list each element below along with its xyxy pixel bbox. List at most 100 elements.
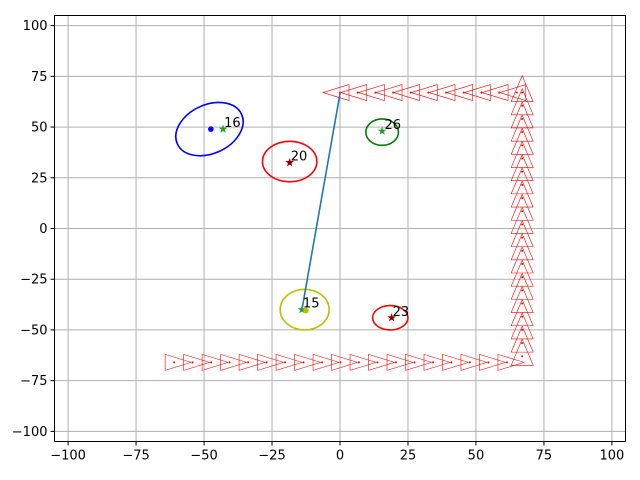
y-tick-label-3: −25 [20, 273, 47, 288]
y-tick-label-0: −100 [12, 425, 48, 440]
triangle-marker-12 [183, 353, 211, 371]
triangle-marker-10 [498, 84, 527, 101]
triangle-marker-5 [410, 84, 438, 101]
triangle-center-28 [487, 361, 490, 364]
point-dot-5 [303, 307, 309, 314]
triangle-marker-4 [392, 84, 420, 101]
y-tick-label-5: 25 [31, 171, 48, 186]
ellipse-20 [261, 140, 318, 183]
triangle-marker-49 [510, 325, 534, 353]
triangle-center-42 [521, 249, 524, 252]
triangle-center-37 [521, 183, 524, 186]
triangle-center-39 [521, 210, 524, 213]
triangle-marker-27 [460, 353, 488, 371]
point-dot-0 [208, 126, 214, 132]
triangle-marker-9 [481, 84, 509, 101]
triangle-center-11 [173, 361, 176, 364]
triangle-center-17 [284, 361, 287, 364]
x-tick-label-5: 25 [400, 449, 417, 464]
triangle-marker-18 [294, 353, 322, 371]
triangle-center-47 [521, 315, 524, 318]
triangle-center-46 [521, 302, 524, 305]
triangle-center-41 [521, 236, 524, 239]
x-tick-label-4: 0 [336, 449, 344, 464]
x-tick-label-6: 50 [468, 449, 485, 464]
triangle-marker-1 [339, 84, 367, 101]
triangle-center-45 [521, 289, 524, 292]
trajectory-line [301, 93, 341, 310]
y-tick-label-2: −50 [20, 323, 47, 338]
triangle-center-38 [521, 197, 524, 200]
triangle-center-19 [321, 361, 324, 364]
point-star-1 [218, 124, 228, 133]
triangle-center-12 [191, 361, 194, 364]
ellipse-26 [365, 118, 400, 147]
annotation-label-26: 26 [385, 118, 402, 133]
triangle-center-31 [521, 104, 524, 107]
annotation-label-23: 23 [393, 305, 410, 320]
point-star-2 [285, 158, 294, 167]
triangle-center-34 [521, 144, 524, 147]
point-star-6 [387, 313, 396, 322]
triangle-marker-6 [428, 84, 456, 101]
triangle-center-44 [521, 276, 524, 279]
grid-lines [54, 15, 626, 442]
triangle-center-14 [228, 361, 231, 364]
annotation-label-15: 15 [303, 297, 320, 312]
triangle-center-22 [376, 361, 379, 364]
triangle-center-33 [521, 131, 524, 134]
point-star-3 [377, 126, 387, 135]
triangle-center-36 [521, 170, 524, 173]
triangle-marker-3 [375, 84, 403, 101]
triangle-center-30 [521, 91, 524, 94]
triangle-center-26 [450, 361, 453, 364]
triangle-marker-8 [463, 84, 491, 101]
annotation-label-16: 16 [224, 116, 241, 131]
y-tick-label-8: 100 [23, 19, 48, 34]
y-tick-label-1: −75 [20, 374, 47, 389]
triangle-center-24 [413, 361, 416, 364]
y-tick-label-6: 50 [31, 121, 48, 136]
triangle-center-16 [265, 361, 268, 364]
triangle-center-29 [505, 361, 508, 364]
triangle-center-50 [521, 355, 524, 358]
x-tick-label-2: −50 [190, 449, 217, 464]
annotations-layer: 16 20 26 15 23 [224, 116, 409, 320]
y-tick-label-4: 0 [39, 222, 47, 237]
triangle-center-40 [521, 223, 524, 226]
segments-layer [301, 93, 341, 310]
triangle-marker-25 [423, 353, 452, 371]
annotation-label-20: 20 [291, 150, 308, 165]
ellipse-23 [371, 304, 409, 331]
points-layer [208, 124, 396, 322]
triangle-center-15 [247, 361, 250, 364]
x-axis-ticks: −100 −75 −50 −25 0 25 50 75 100 [50, 441, 624, 464]
triangle-marker-16 [257, 353, 285, 371]
triangle-center-21 [358, 361, 361, 364]
triangle-center-43 [521, 263, 524, 265]
triangle-marker-7 [445, 84, 474, 101]
triangle-center-48 [521, 328, 524, 331]
triangle-center-13 [210, 361, 213, 364]
ellipse-16 [175, 101, 244, 157]
x-tick-label-0: −100 [50, 449, 86, 464]
triangle-marker-11 [164, 353, 193, 371]
triangle-marker-23 [386, 353, 415, 371]
triangle-center-18 [302, 361, 305, 364]
triangle-center-23 [395, 361, 398, 364]
triangle-marker-28 [479, 353, 507, 371]
y-axis-ticks: −100 −75 −50 −25 0 25 50 75 100 [12, 19, 55, 440]
triangle-center-20 [339, 361, 342, 364]
triangle-marker-24 [405, 353, 433, 371]
triangle-marker-50 [510, 338, 534, 366]
triangle-marker-29 [497, 353, 525, 371]
triangle-marker-21 [349, 353, 378, 371]
triangle-center-49 [521, 342, 524, 345]
triangle-marker-0 [321, 84, 350, 101]
point-star-4 [297, 305, 307, 314]
x-tick-label-1: −75 [122, 449, 149, 464]
ellipses-layer [175, 101, 409, 331]
triangle-center-10 [515, 91, 518, 94]
